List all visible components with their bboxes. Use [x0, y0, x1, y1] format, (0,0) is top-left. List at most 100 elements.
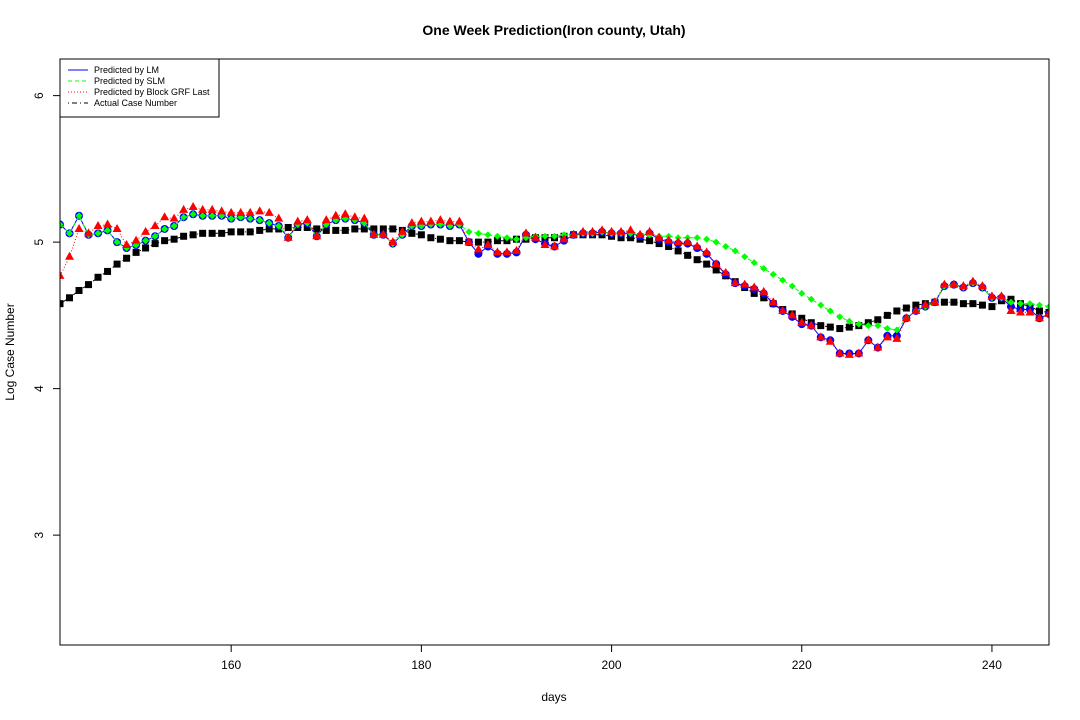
data-point-slm	[807, 295, 815, 303]
data-point-grf	[369, 229, 379, 238]
data-point-slm	[227, 215, 235, 223]
data-point-slm	[769, 270, 777, 278]
data-point-slm	[864, 322, 872, 330]
data-point-grf	[597, 225, 607, 234]
data-point-grf	[331, 210, 341, 219]
data-point-slm	[493, 232, 501, 240]
data-point-slm	[170, 222, 178, 230]
data-point-grf	[901, 313, 911, 322]
data-point-actual	[627, 234, 635, 242]
data-point-actual	[351, 225, 359, 233]
data-point-actual	[408, 229, 416, 237]
data-point-grf	[198, 204, 208, 213]
data-point-actual	[959, 300, 967, 308]
data-point-actual	[322, 226, 330, 234]
y-axis-ticks: 3 4 5 6	[32, 92, 60, 538]
data-point-slm	[836, 313, 844, 321]
data-point-slm	[75, 212, 83, 220]
data-point-actual	[712, 266, 720, 274]
data-point-grf	[683, 237, 693, 246]
data-point-grf	[236, 207, 246, 216]
data-point-grf	[854, 348, 864, 357]
data-point-slm	[760, 264, 768, 272]
data-point-slm	[275, 222, 283, 230]
data-point-grf	[882, 332, 892, 341]
data-point-grf	[312, 231, 322, 240]
data-point-grf	[473, 244, 483, 253]
data-point-actual	[703, 260, 711, 268]
data-point-grf	[607, 226, 617, 235]
data-point-grf	[759, 286, 769, 295]
data-point-slm	[66, 229, 74, 237]
data-point-grf	[160, 212, 170, 221]
data-point-actual	[389, 225, 397, 233]
data-point-grf	[540, 240, 550, 249]
data-point-actual	[85, 281, 93, 289]
data-point-grf	[416, 216, 426, 225]
x-tick-label: 200	[602, 658, 622, 672]
data-point-actual	[379, 225, 387, 233]
data-point-slm	[208, 212, 216, 220]
data-point-grf	[283, 232, 293, 241]
data-point-grf	[892, 333, 902, 342]
data-point-slm	[731, 247, 739, 255]
data-point-slm	[256, 216, 264, 224]
data-point-grf	[179, 204, 189, 213]
data-point-grf	[74, 223, 84, 232]
data-point-grf	[530, 232, 540, 241]
data-point-grf	[1025, 307, 1035, 316]
data-point-slm	[1035, 301, 1043, 309]
data-point-actual	[132, 248, 140, 256]
data-point-grf	[454, 216, 464, 225]
data-point-grf	[350, 212, 360, 221]
data-point-actual	[874, 316, 882, 324]
data-point-grf	[939, 279, 949, 288]
data-point-grf	[740, 279, 750, 288]
data-point-grf	[645, 226, 655, 235]
data-point-actual	[617, 234, 625, 242]
data-point-grf	[188, 201, 198, 210]
data-point-actual	[227, 228, 235, 236]
data-point-slm	[893, 326, 901, 334]
data-point-actual	[912, 301, 920, 309]
data-point-slm	[474, 229, 482, 237]
y-tick-label: 6	[32, 92, 46, 99]
data-point-actual	[655, 240, 663, 248]
data-point-slm	[826, 307, 834, 315]
data-point-grf	[302, 215, 312, 224]
data-point-grf	[692, 241, 702, 250]
data-point-slm	[1016, 300, 1024, 308]
data-point-grf	[721, 267, 731, 276]
data-point-grf	[511, 245, 521, 254]
plot-area	[60, 201, 1049, 358]
data-point-actual	[845, 323, 853, 331]
data-point-grf	[378, 229, 388, 238]
data-point-grf	[464, 237, 474, 246]
data-point-grf	[778, 305, 788, 314]
data-point-actual	[265, 225, 273, 233]
data-point-grf	[930, 297, 940, 306]
data-point-grf	[730, 278, 740, 287]
x-axis-ticks: 160 180 200 220 240	[221, 645, 1002, 672]
data-point-grf	[958, 281, 968, 290]
data-point-grf	[797, 317, 807, 326]
data-point-actual	[66, 294, 74, 302]
legend-label-lm: Predicted by LM	[94, 65, 159, 75]
data-point-grf	[987, 291, 997, 300]
data-point-slm	[465, 228, 473, 236]
data-point-actual	[75, 286, 83, 294]
data-point-actual	[360, 225, 368, 233]
data-point-grf	[274, 213, 284, 222]
data-point-slm	[779, 276, 787, 284]
data-point-grf	[787, 310, 797, 319]
data-point-actual	[474, 238, 482, 246]
data-point-grf	[816, 332, 826, 341]
data-point-grf	[264, 207, 274, 216]
data-point-actual	[446, 237, 454, 245]
data-point-grf	[806, 320, 816, 329]
data-point-grf	[635, 229, 645, 238]
series-actual	[60, 223, 1049, 333]
data-point-slm	[104, 226, 112, 234]
